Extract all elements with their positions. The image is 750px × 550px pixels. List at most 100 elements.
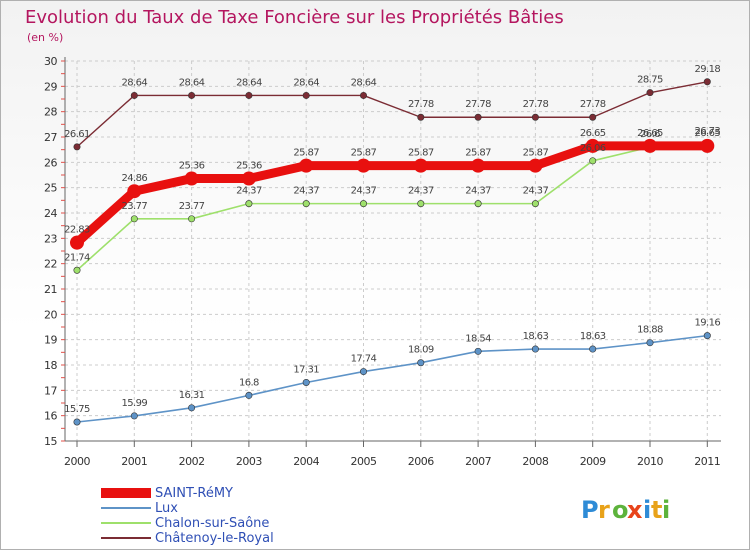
data-point — [73, 266, 81, 274]
logo-letter: i — [643, 496, 651, 524]
data-label: 28.64 — [121, 77, 147, 88]
data-label: 26.65 — [637, 128, 663, 139]
data-label: 25.36 — [236, 161, 262, 172]
data-label: 24.37 — [236, 186, 262, 197]
data-point — [589, 113, 597, 121]
data-label: 18.54 — [465, 333, 491, 344]
data-label: 27.78 — [408, 99, 434, 110]
data-point — [127, 184, 142, 199]
data-label: 26.65 — [580, 128, 606, 139]
y-tick-label: 23 — [44, 232, 57, 245]
x-tick-label: 2007 — [465, 455, 491, 468]
data-point — [359, 91, 367, 99]
data-point — [417, 113, 425, 121]
logo-letter: P — [581, 496, 599, 524]
data-point — [531, 345, 539, 353]
data-label: 24.37 — [293, 186, 319, 197]
data-label: 17.74 — [351, 354, 377, 365]
data-label: 21.74 — [64, 252, 90, 263]
x-tick-label: 2008 — [522, 455, 548, 468]
data-label: 24.37 — [351, 186, 377, 197]
data-point — [245, 391, 253, 399]
y-axis-ticks: 15 16 17 18 19 20 21 22 23 24 25 26 27 28 29 30 — [44, 55, 58, 448]
x-tick-label: 2004 — [293, 455, 319, 468]
data-label: 26.73 — [694, 126, 720, 137]
x-tick-label: 2011 — [694, 455, 720, 468]
data-point — [474, 347, 482, 355]
data-point — [528, 158, 543, 173]
data-label: 26.65 — [694, 128, 720, 139]
data-label: 27.78 — [465, 99, 491, 110]
x-tick-label: 2005 — [351, 455, 377, 468]
data-point — [531, 113, 539, 121]
data-point — [130, 412, 138, 420]
y-tick-label: 22 — [44, 258, 57, 271]
data-label: 25.87 — [408, 148, 434, 159]
data-label: 24.37 — [465, 186, 491, 197]
axes — [61, 57, 721, 447]
data-point — [471, 158, 486, 173]
data-point — [646, 339, 654, 347]
series-3 — [73, 78, 711, 151]
y-tick-label: 16 — [44, 410, 57, 423]
data-point — [241, 171, 256, 186]
data-label: 25.36 — [179, 161, 205, 172]
x-tick-label: 2002 — [179, 455, 205, 468]
chart-title: Evolution du Taux de Taxe Foncière sur l… — [25, 7, 564, 28]
series-2 — [73, 140, 711, 274]
data-label: 24.37 — [523, 186, 549, 197]
data-label: 25.87 — [351, 148, 377, 159]
data-label: 18.09 — [408, 345, 434, 356]
data-point — [589, 157, 597, 165]
x-tick-label: 2000 — [64, 455, 90, 468]
data-point — [417, 359, 425, 367]
data-label: 23.77 — [121, 201, 147, 212]
data-point — [585, 138, 600, 153]
data-point — [73, 418, 81, 426]
series-line — [72, 141, 712, 248]
data-point — [184, 171, 199, 186]
data-point — [413, 158, 428, 173]
data-label: 28.64 — [236, 77, 262, 88]
y-tick-label: 28 — [44, 106, 57, 119]
y-tick-label: 26 — [44, 156, 57, 169]
x-tick-label: 2006 — [408, 455, 434, 468]
series-line — [76, 334, 709, 423]
y-tick-label: 20 — [44, 308, 57, 321]
data-label: 29.18 — [694, 64, 720, 75]
legend: SAINT-RéMYLuxChalon-sur-SaôneChâtenoy-le… — [101, 486, 274, 546]
y-tick-label: 18 — [44, 359, 57, 372]
data-point — [356, 158, 371, 173]
x-axis-ticks: 2000 2001 2002 2003 2004 2005 2006 2007 2008 2009… — [64, 455, 721, 468]
y-tick-label: 19 — [44, 334, 57, 347]
y-tick-label: 30 — [44, 55, 57, 68]
data-point — [70, 235, 84, 250]
x-tick-label: 2001 — [121, 455, 147, 468]
data-label: 23.77 — [179, 201, 205, 212]
data-label: 15.99 — [121, 398, 147, 409]
series-layer — [70, 78, 715, 426]
logo-letter: o — [612, 496, 629, 524]
data-label: 16.31 — [179, 390, 205, 401]
data-label: 18.63 — [580, 331, 606, 342]
data-point — [643, 138, 657, 153]
data-point — [245, 91, 253, 99]
y-tick-label: 15 — [44, 435, 57, 448]
data-label: 26.6 — [640, 129, 660, 140]
data-point — [359, 200, 367, 208]
data-point — [130, 215, 138, 223]
x-tick-label: 2009 — [580, 455, 606, 468]
data-label: 18.88 — [637, 325, 663, 336]
data-point — [474, 200, 482, 208]
data-point — [700, 138, 715, 153]
y-tick-label: 24 — [44, 207, 57, 220]
series-line — [76, 143, 709, 272]
data-point — [531, 200, 539, 208]
logo-letter: t — [651, 496, 662, 524]
data-point — [703, 78, 711, 86]
data-point — [188, 91, 196, 99]
logo-letter: r — [598, 496, 610, 524]
data-point — [474, 113, 482, 121]
